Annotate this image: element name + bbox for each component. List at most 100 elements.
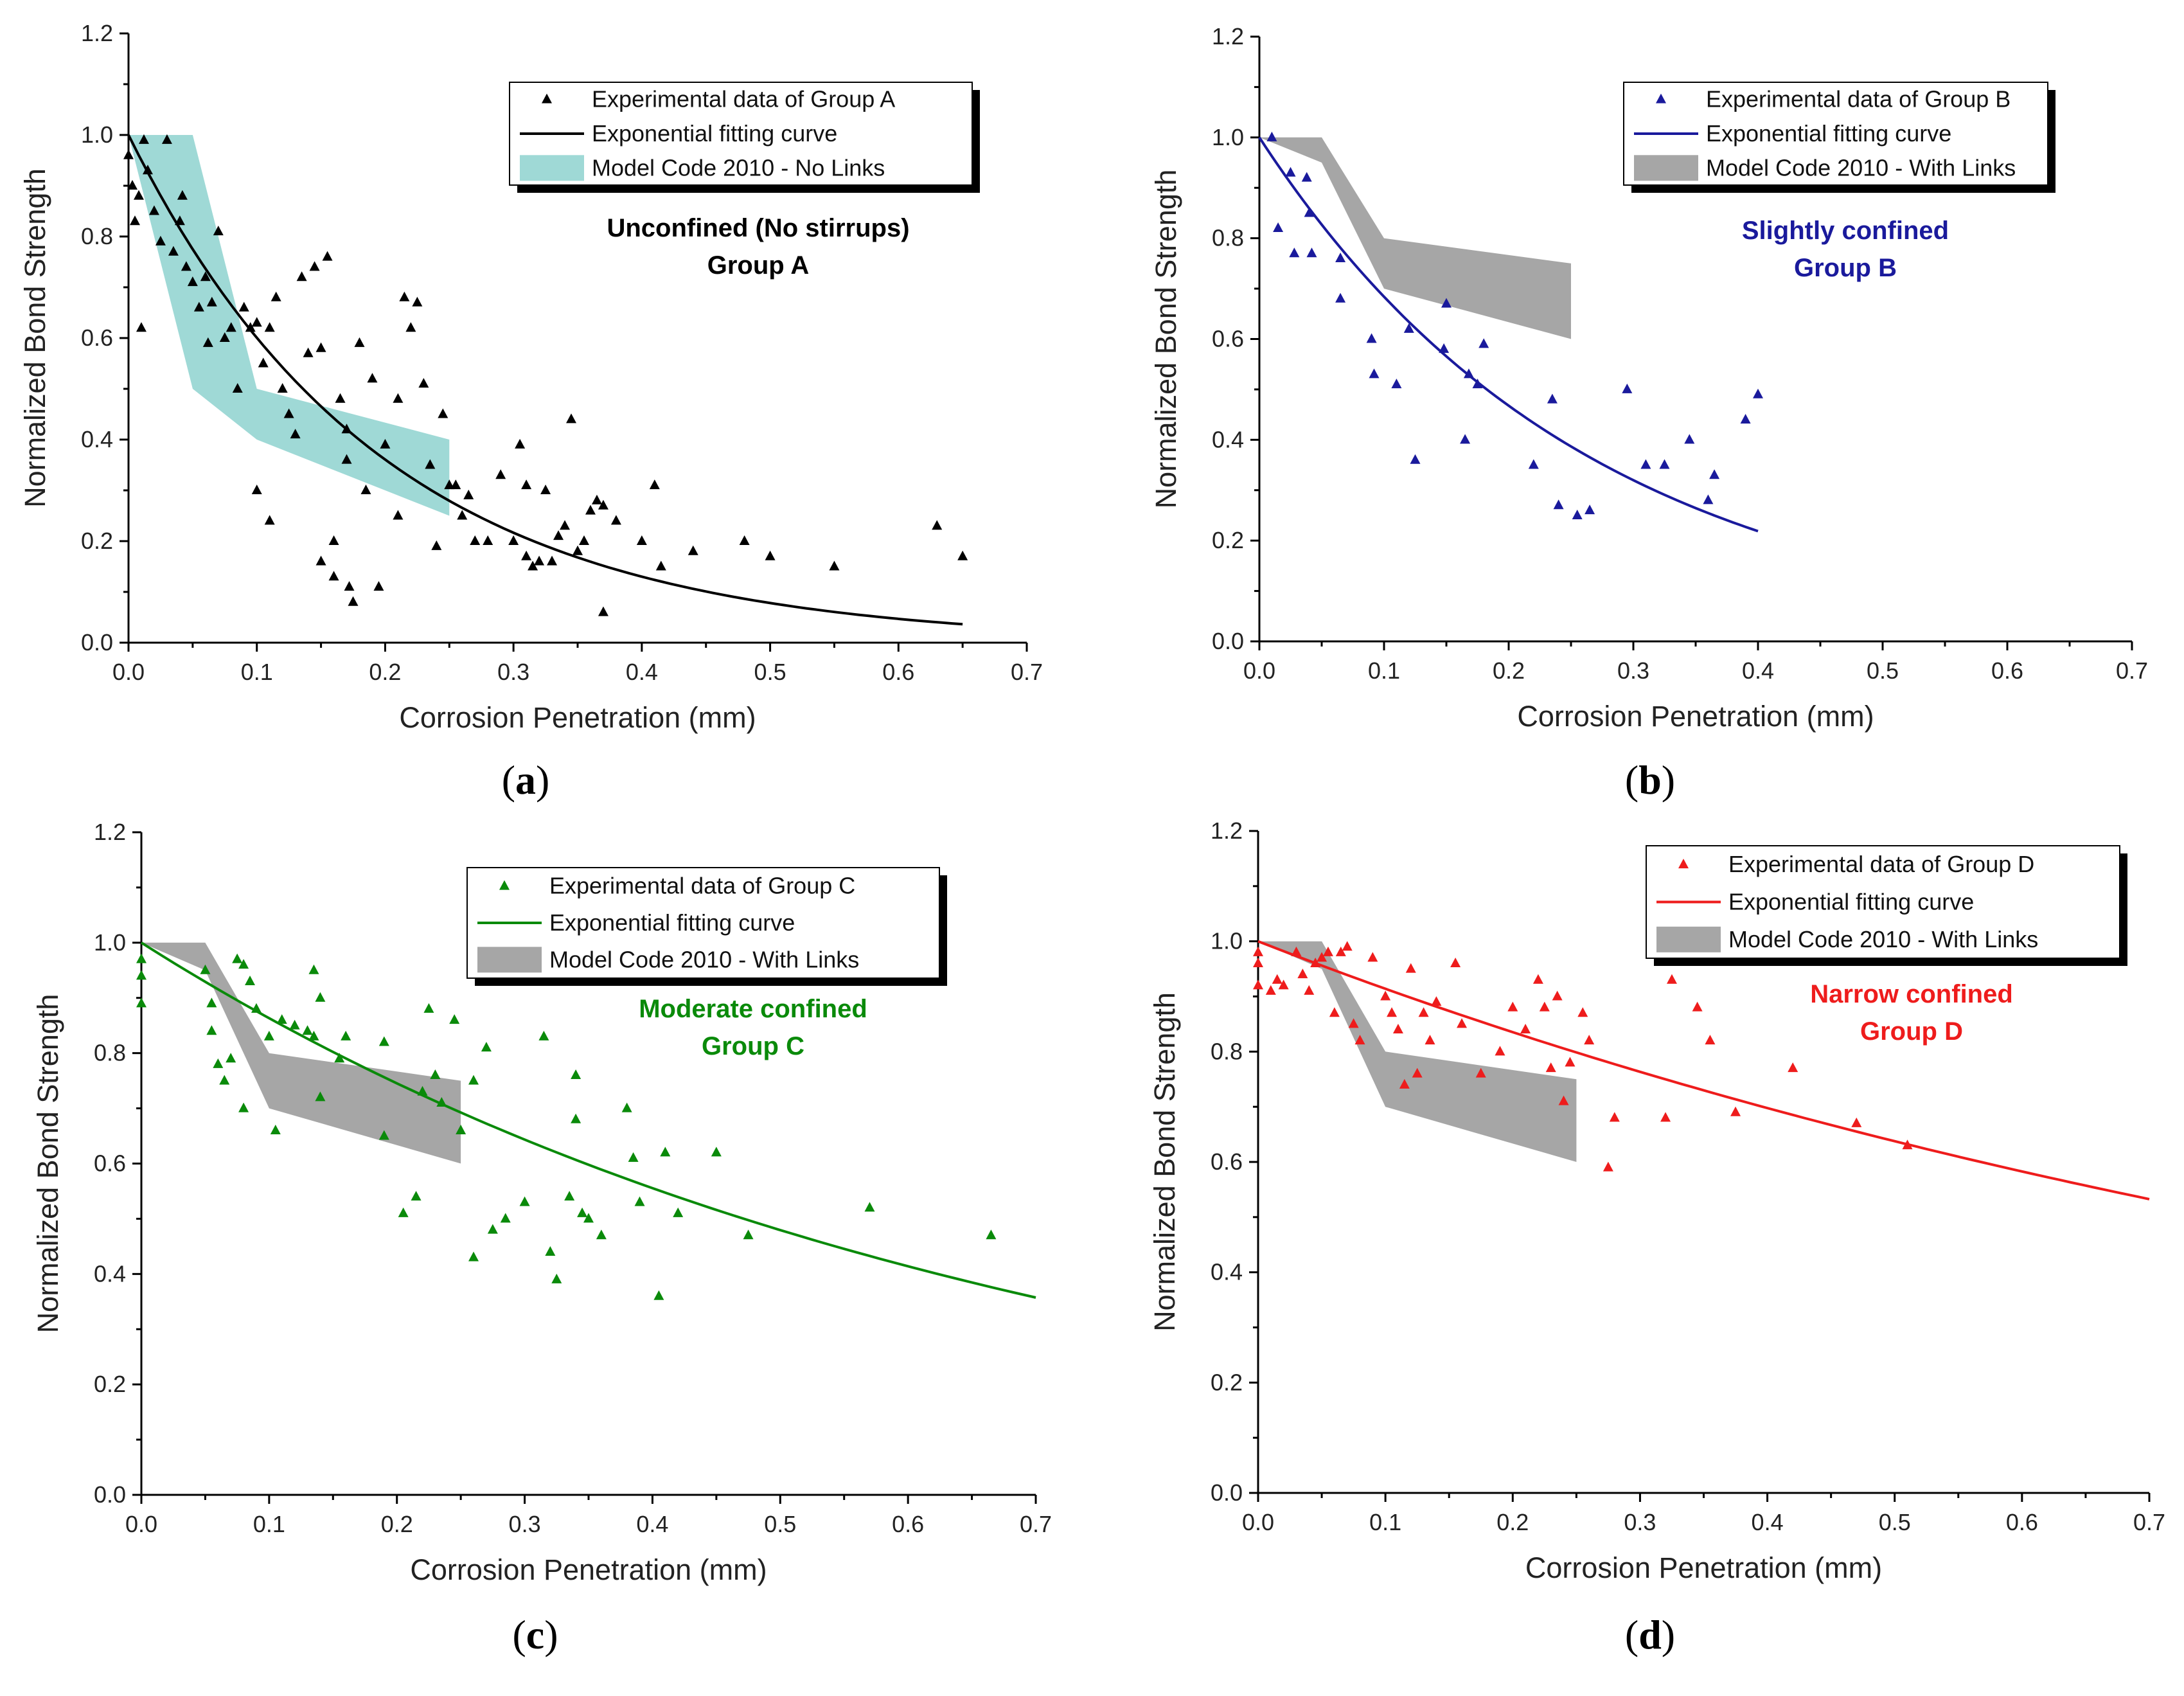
y-tick-label: 0.6: [1212, 326, 1244, 352]
data-point: [277, 383, 288, 393]
data-point: [688, 545, 698, 555]
data-point: [251, 317, 262, 327]
data-point: [270, 1124, 281, 1134]
data-point: [1602, 1161, 1613, 1172]
data-point: [534, 555, 545, 566]
data-point: [430, 1069, 441, 1080]
y-tick-label: 0.2: [94, 1371, 126, 1397]
data-point: [1528, 459, 1539, 469]
data-point: [673, 1207, 684, 1217]
data-point: [636, 535, 647, 545]
data-point: [596, 1229, 607, 1240]
data-point: [1273, 222, 1284, 232]
data-point: [1367, 952, 1378, 962]
legend-marker-band: [520, 155, 584, 181]
y-axis-title: Normalized Bond Strength: [1148, 992, 1181, 1332]
data-point: [481, 1042, 492, 1052]
legend-marker-triangle: [499, 880, 510, 890]
data-point: [585, 504, 596, 515]
legend-label-band: Model Code 2010 - With Links: [1706, 154, 2016, 181]
y-tick-label: 0.8: [1212, 225, 1244, 251]
x-tick-label: 0.4: [636, 1511, 668, 1537]
data-point: [528, 560, 538, 571]
legend-label-band: Model Code 2010 - No Links: [592, 154, 885, 181]
data-point: [213, 1058, 224, 1068]
x-tick-label: 0.2: [381, 1511, 413, 1537]
panel-a: 0.0 0.1 0.2 0.3 0.4 0.5 0.6 0.7 0.0 0.2 0.4 0.6 0.8 1…: [19, 20, 1043, 803]
data-point: [829, 560, 840, 571]
data-point: [1278, 979, 1289, 990]
group-annotation: Unconfined (No stirrups): [607, 214, 909, 242]
data-point: [213, 226, 224, 236]
data-point: [1539, 1001, 1550, 1012]
legend-box: [466, 867, 940, 979]
data-point: [577, 1207, 588, 1217]
y-tick-label: 0.0: [1212, 628, 1244, 654]
data-point: [456, 1124, 466, 1134]
data-point: [538, 1030, 549, 1040]
group-annotation: Group D: [1860, 1017, 1963, 1046]
data-point: [521, 550, 532, 560]
data-point: [1450, 958, 1461, 967]
data-point: [238, 301, 249, 312]
data-point: [1558, 1095, 1569, 1105]
y-tick-label: 0.4: [1211, 1259, 1243, 1285]
y-tick-label: 0.8: [81, 223, 113, 249]
data-point: [177, 190, 188, 200]
data-point: [1272, 974, 1283, 984]
group-annotation: Moderate confined: [639, 995, 867, 1023]
legend-box: [509, 82, 973, 186]
data-point: [245, 322, 256, 332]
data-point: [148, 205, 159, 215]
data-point: [200, 964, 211, 974]
data-point: [168, 245, 179, 256]
data-point: [487, 1224, 498, 1234]
legend-marker-triangle: [1656, 93, 1666, 103]
group-annotation: Slightly confined: [1742, 217, 1949, 245]
x-tick-label: 0.2: [1493, 657, 1525, 684]
x-tick-label: 0.2: [1496, 1509, 1529, 1535]
data-point: [578, 535, 589, 545]
y-tick-label: 0.4: [1212, 426, 1244, 452]
data-point: [649, 479, 660, 490]
data-point: [540, 485, 551, 494]
data-point: [1495, 1046, 1505, 1056]
data-point: [264, 322, 275, 332]
x-axis-title: Corrosion Penetration (mm): [399, 701, 756, 734]
data-point: [1851, 1117, 1862, 1127]
data-point: [564, 1191, 575, 1201]
data-point: [1660, 1112, 1671, 1122]
data-point: [1304, 207, 1315, 217]
data-point: [566, 413, 577, 424]
legend: Experimental data of Group C Exponential …: [466, 867, 947, 986]
data-point: [425, 459, 436, 469]
legend-marker-band: [1656, 926, 1721, 952]
data-point: [315, 342, 326, 352]
data-point: [711, 1147, 722, 1157]
data-point: [1366, 333, 1377, 343]
panel-d: 0.0 0.1 0.2 0.3 0.4 0.5 0.6 0.7 0.0 0.2 0.4 0.6 0.8 1…: [1148, 817, 2165, 1657]
data-point: [1622, 383, 1633, 393]
data-point: [232, 953, 243, 963]
y-tick-label: 0.8: [94, 1040, 126, 1066]
data-point: [1399, 1078, 1410, 1089]
x-axis-title: Corrosion Penetration (mm): [1517, 700, 1874, 733]
data-point: [127, 180, 138, 190]
data-point: [226, 1053, 236, 1063]
data-point: [1335, 253, 1346, 263]
data-point: [1306, 247, 1317, 258]
data-point: [258, 357, 269, 368]
panel-label: (a): [502, 757, 550, 803]
y-tick-label: 1.2: [1211, 817, 1243, 844]
fit-curve: [140, 942, 1036, 1299]
data-point: [309, 261, 320, 271]
data-point: [521, 479, 532, 490]
data-point: [1703, 494, 1714, 504]
panel-label: (b): [1625, 757, 1675, 803]
data-point: [276, 1014, 287, 1024]
y-tick-label: 1.2: [94, 819, 126, 845]
x-tick-label: 0.1: [241, 659, 273, 685]
data-point: [1666, 974, 1677, 984]
data-point: [373, 581, 384, 591]
y-tick-label: 1.0: [1212, 124, 1244, 150]
